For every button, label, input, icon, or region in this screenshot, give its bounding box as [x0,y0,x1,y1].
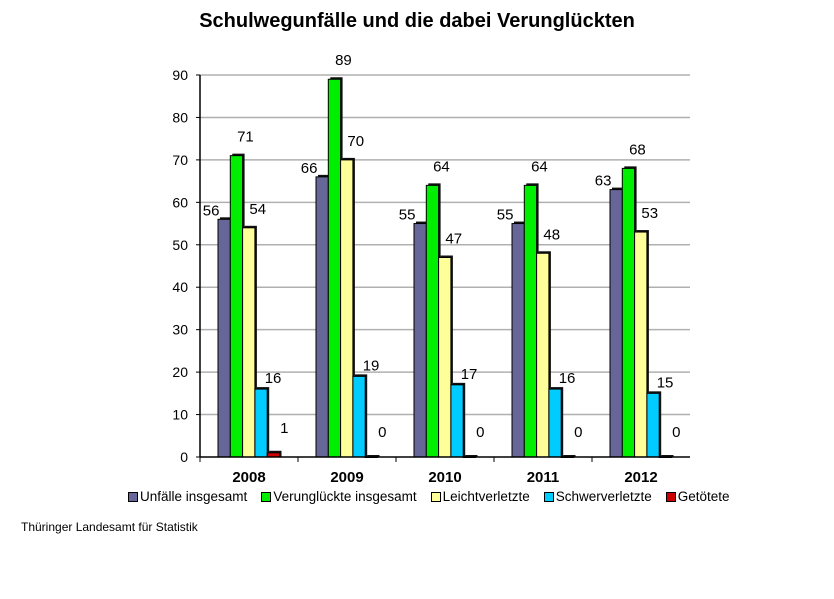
source-note: Thüringer Landesamt für Statistik [21,520,198,534]
data-label: 56 [203,202,220,219]
bar-verungl-ckte-insgesamt [523,184,538,458]
data-label: 68 [629,141,646,158]
data-label: 0 [378,424,386,441]
bar-unf-lle-insgesamt [413,223,427,458]
data-label: 66 [301,160,318,177]
legend: Unfälle insgesamt Verunglückte insgesamt L… [128,489,730,504]
data-label: 19 [363,357,380,374]
legend-label: Leichtverletzte [442,489,530,504]
legend-item: Getötete [665,489,730,504]
bar-leichtverletzte [438,257,452,458]
bar-schwerverletzte [450,384,464,458]
y-tick-label: 80 [172,109,188,125]
x-tick-label: 2011 [527,469,560,486]
bar-shadow [367,455,380,457]
data-label: 47 [445,231,462,248]
data-label: 70 [347,133,364,150]
data-label: 63 [595,173,612,190]
legend-swatch [543,491,554,502]
x-tick-label: 2009 [330,469,363,486]
bar-unf-lle-insgesamt [217,218,231,458]
data-label: 17 [461,366,478,383]
bar-shadow [661,455,674,457]
data-label: 1 [280,420,288,437]
data-label: 71 [237,129,254,146]
legend-swatch [665,491,676,502]
legend-label: Getötete [677,489,730,504]
y-tick-label: 40 [172,279,188,295]
legend-item: Unfälle insgesamt [128,489,247,504]
bar-leichtverletzte [242,227,256,458]
bar-verungl-ckte-insgesamt [425,184,440,458]
legend-item: Schwerverletzte [543,489,652,504]
legend-swatch [128,491,138,502]
y-tick-label: 30 [172,322,188,338]
data-label: 55 [497,207,514,224]
bar-verungl-ckte-insgesamt [327,78,342,458]
legend-label: Verunglückte insgesamt [273,489,417,504]
data-label: 55 [399,207,416,224]
y-tick-label: 90 [172,67,188,83]
data-label: 48 [543,226,560,243]
data-label: 0 [574,424,582,441]
chart-title: Schulwegunfälle und die dabei Verunglück… [199,10,635,32]
bar-shadow [563,455,576,457]
bar-schwerverletzte [254,388,268,458]
y-tick-label: 70 [172,152,188,168]
data-label: 0 [476,424,484,441]
x-tick-label: 2008 [232,469,265,486]
data-label: 53 [641,205,658,222]
data-label: 54 [249,201,266,218]
bar-schwerverletzte [548,388,562,458]
bar-unf-lle-insgesamt [315,176,329,458]
bar-verungl-ckte-insgesamt [229,155,244,458]
bar-leichtverletzte [536,252,550,458]
legend-swatch [430,491,441,502]
y-tick-label: 50 [172,237,188,253]
y-tick-label: 10 [172,407,188,423]
y-tick-label: 0 [180,449,188,465]
bar-shadow [465,455,478,457]
legend-item: Verunglückte insgesamt [261,489,417,504]
legend-label: Schwerverletzte [555,489,652,504]
y-tick-label: 60 [172,194,188,210]
bar-unf-lle-insgesamt [609,189,623,458]
bar-unf-lle-insgesamt [511,223,525,458]
legend-item: Leichtverletzte [430,489,530,504]
data-label: 64 [531,158,548,175]
bar-verungl-ckte-insgesamt [621,167,636,458]
data-label: 16 [265,370,282,387]
bar-leichtverletzte [340,159,354,458]
legend-swatch [261,491,272,502]
y-tick-label: 20 [172,364,188,380]
bar-schwerverletzte [646,392,660,458]
legend-label: Unfälle insgesamt [140,489,248,504]
bar-schwerverletzte [352,375,366,458]
data-label: 64 [433,158,450,175]
data-label: 89 [335,52,352,69]
data-label: 0 [672,424,680,441]
data-label: 16 [559,370,576,387]
bar-leichtverletzte [634,231,648,458]
x-tick-label: 2012 [624,469,657,486]
x-tick-label: 2010 [428,469,461,486]
data-label: 15 [657,374,674,391]
